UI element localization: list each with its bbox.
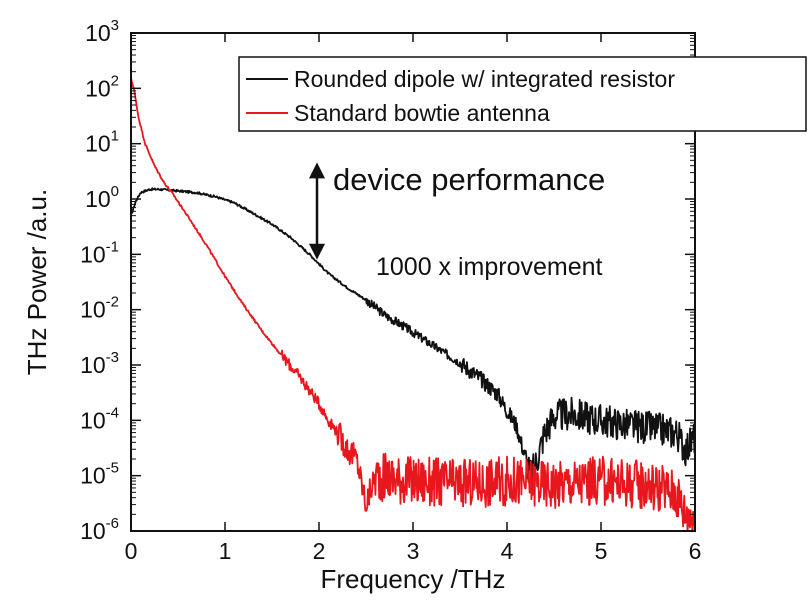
legend-label-0: Rounded dipole w/ integrated resistor <box>294 66 675 92</box>
x-tick-label-6: 6 <box>689 538 702 564</box>
annotation-improvement: 1000 x improvement <box>376 253 603 281</box>
legend-box <box>238 56 807 132</box>
tick-layer: 0 1 2 3 4 5 6 10-6 10-5 10-4 10-3 10-2 10-1 100 101 102… <box>80 17 701 564</box>
y-tick-label-5: 10-1 <box>80 238 119 267</box>
y-tick-label-9: 103 <box>85 17 119 46</box>
series-line-0 <box>131 187 695 486</box>
x-tick-label-2: 2 <box>313 538 326 564</box>
y-tick-label-4: 10-2 <box>80 294 119 323</box>
annotations: device performance 1000 x improvement <box>309 162 605 281</box>
x-tick-label-0: 0 <box>125 538 138 564</box>
y-tick-label-3: 10-3 <box>80 349 119 378</box>
y-tick-label-1: 10-5 <box>80 460 119 489</box>
series-layer <box>131 77 695 531</box>
legend: Rounded dipole w/ integrated resistor Sta… <box>238 56 807 132</box>
x-tick-label-5: 5 <box>595 538 608 564</box>
x-tick-label-4: 4 <box>501 538 514 564</box>
x-tick-label-1: 1 <box>219 538 232 564</box>
y-tick-label-8: 102 <box>85 72 119 101</box>
y-tick-label-7: 101 <box>85 128 119 157</box>
y-tick-label-0: 10-6 <box>80 515 119 544</box>
arrow-head-up <box>309 162 325 179</box>
x-tick-label-3: 3 <box>407 538 420 564</box>
series-line-1 <box>131 77 695 531</box>
y-tick-label-2: 10-4 <box>80 404 119 433</box>
x-axis-label: Frequency /THz <box>321 564 506 594</box>
y-tick-label-6: 100 <box>85 183 119 212</box>
legend-label-1: Standard bowtie antenna <box>294 100 550 126</box>
arrow-head-down <box>309 243 325 260</box>
annotation-device-performance: device performance <box>333 162 605 197</box>
y-axis-label: THz Power /a.u. <box>22 189 52 375</box>
